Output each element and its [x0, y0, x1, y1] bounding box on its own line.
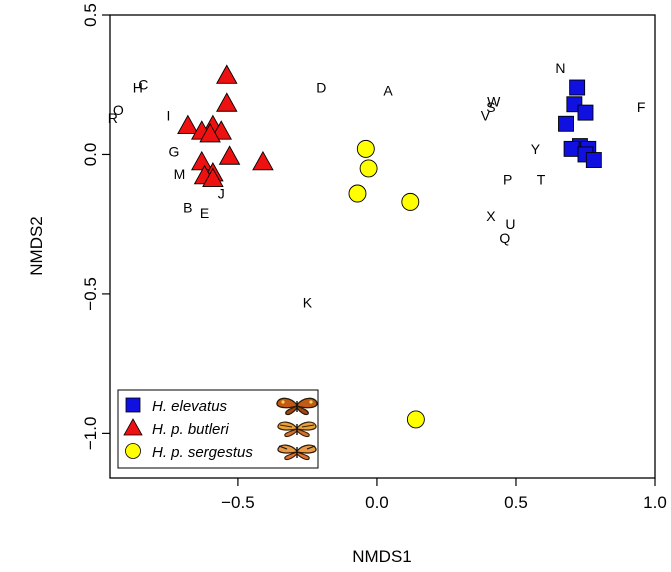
- point-label-A: A: [383, 82, 393, 98]
- plot-frame: [109, 14, 656, 479]
- legend-label: H. p. sergestus: [152, 444, 253, 461]
- elevatus-point: [558, 115, 574, 132]
- butterfly-elevatus-icon: [276, 397, 318, 416]
- sergestus-point: [401, 192, 420, 211]
- x-tick-label: −0.5: [221, 493, 255, 512]
- butleri-point: [177, 114, 199, 135]
- point-label-F: F: [637, 99, 646, 115]
- point-label-T: T: [537, 172, 546, 188]
- point-label-V: V: [481, 107, 491, 123]
- point-label-X: X: [486, 208, 496, 224]
- y-tick-label: −0.5: [81, 277, 100, 311]
- point-label-N: N: [555, 60, 565, 76]
- x-tick-label: 0.0: [365, 493, 389, 512]
- point-label-Y: Y: [531, 141, 541, 157]
- sergestus-point: [359, 159, 378, 178]
- legend-entry-elevatus: H. elevatus: [125, 397, 318, 416]
- y-axis-title: NMDS2: [27, 216, 46, 276]
- legend-triangle-marker: [123, 418, 143, 436]
- legend: H. elevatus H. p. butleri: [117, 389, 319, 469]
- y-axis: −1.0 −0.5 0.0 0.5: [81, 3, 110, 450]
- butterfly-sergestus-icon: [277, 444, 317, 461]
- x-axis: −0.5 0.0 0.5 1.0: [221, 478, 667, 512]
- sergestus-point: [406, 410, 425, 429]
- point-label-H: H: [133, 80, 143, 96]
- butleri-point: [252, 150, 274, 171]
- point-label-W: W: [487, 93, 501, 109]
- legend-square-marker: [125, 397, 141, 413]
- elevatus-point: [577, 104, 594, 121]
- point-label-J: J: [218, 186, 225, 202]
- point-label-Q: Q: [499, 230, 510, 246]
- butleri-point: [216, 92, 238, 112]
- point-label-E: E: [200, 205, 209, 221]
- y-tick-label: 0.0: [81, 143, 100, 167]
- butterfly-butleri-icon: [277, 421, 317, 438]
- point-label-G: G: [169, 144, 180, 160]
- butleri-point: [202, 167, 224, 188]
- y-tick-label: −1.0: [81, 417, 100, 451]
- point-label-U: U: [505, 216, 515, 232]
- elevatus-point: [563, 140, 580, 157]
- x-tick-label: 0.5: [504, 493, 528, 512]
- point-label-D: D: [316, 80, 326, 96]
- point-label-K: K: [303, 294, 313, 310]
- legend-entry-butleri: H. p. butleri: [123, 418, 317, 438]
- point-label-P: P: [503, 172, 512, 188]
- elevatus-point: [585, 152, 602, 168]
- butleri-point: [218, 145, 241, 165]
- point-label-S: S: [486, 99, 495, 115]
- point-label-B: B: [183, 199, 192, 215]
- sergestus-point: [356, 139, 375, 158]
- x-axis-title: NMDS1: [352, 547, 412, 566]
- legend-label: H. p. butleri: [152, 421, 229, 438]
- elevatus-point: [569, 79, 586, 96]
- y-tick-label: 0.5: [81, 3, 100, 27]
- point-label-R: R: [108, 110, 118, 126]
- butleri-point: [216, 64, 238, 84]
- legend-circle-marker: [125, 443, 141, 459]
- point-label-C: C: [138, 77, 148, 93]
- data-markers: [177, 64, 602, 429]
- point-label-I: I: [166, 107, 170, 123]
- legend-entry-sergestus: H. p. sergestus: [125, 443, 317, 461]
- butleri-point: [199, 123, 221, 143]
- point-label-M: M: [174, 166, 186, 182]
- sergestus-point: [348, 184, 367, 203]
- butleri-point: [190, 150, 213, 171]
- legend-label: H. elevatus: [152, 398, 228, 415]
- x-tick-label: 1.0: [643, 493, 667, 512]
- point-label-O: O: [113, 102, 124, 118]
